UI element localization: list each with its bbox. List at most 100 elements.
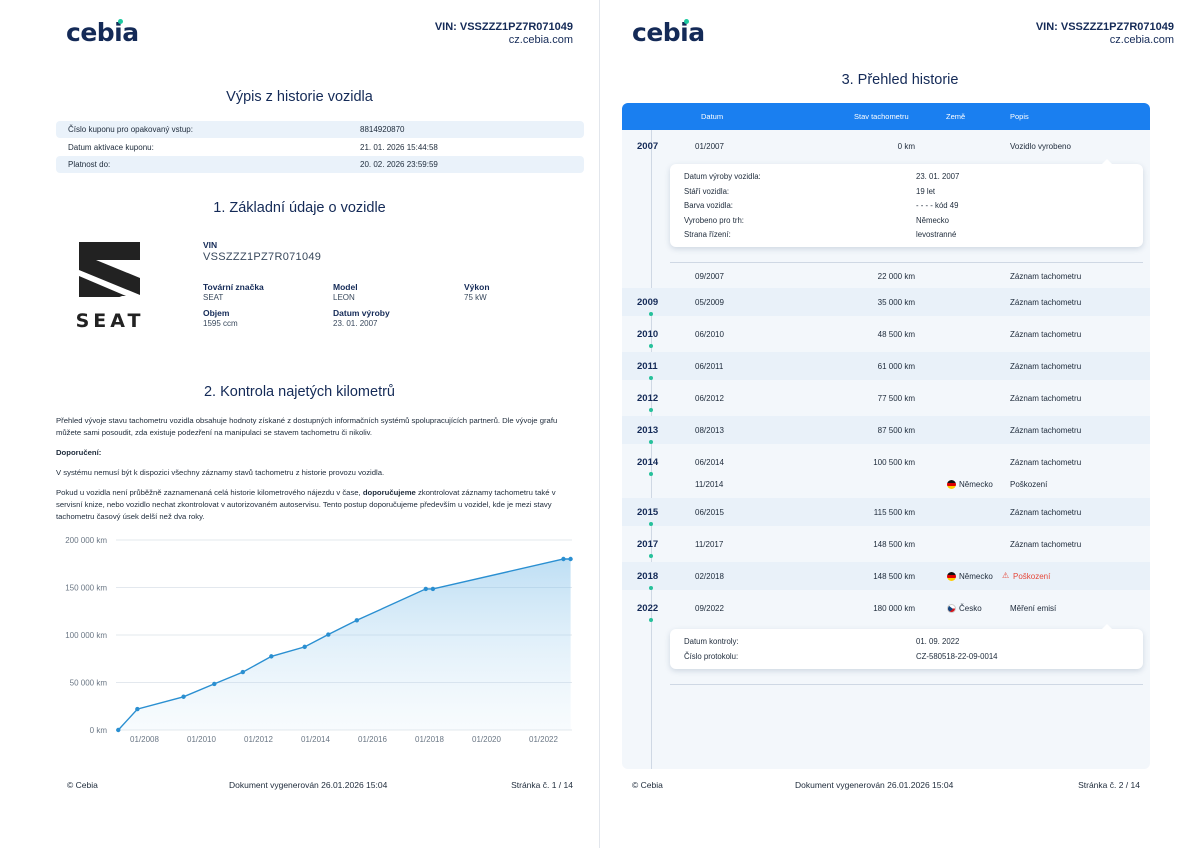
history-date: 06/2012 — [695, 394, 724, 403]
inspection-detail-card: Datum kontroly: 01. 09. 2022 Číslo proto… — [670, 624, 1143, 669]
timeline-node — [649, 344, 653, 348]
footer-generated: Dokument vygenerován 26.01.2026 15:04 — [795, 780, 954, 790]
timeline-node — [649, 554, 653, 558]
chart-data-point — [302, 644, 307, 650]
card-label: Datum výroby vozidla: — [684, 172, 761, 181]
german-flag-icon — [947, 572, 956, 581]
displacement-info: Objem 1595 ccm — [203, 308, 238, 328]
section-odometer-title: 2. Kontrola najetých kilometrů — [203, 384, 395, 400]
chart-area-fill — [118, 559, 571, 730]
model-value: LEON — [333, 293, 355, 302]
history-year: 2007 — [637, 141, 659, 152]
history-country: Německo — [947, 572, 993, 581]
timeline-node — [649, 522, 653, 526]
coupon-row: Platnost do: 20. 02. 2026 23:59:59 — [56, 156, 584, 173]
history-odometer: 0 km — [897, 142, 915, 151]
col-description: Popis — [1010, 112, 1029, 121]
timeline-node — [649, 312, 653, 316]
recommend-text-c: zkontrolovat záznamy tachometru také v s… — [56, 488, 556, 521]
report-page-1: cebia VIN: VSSZZZ1PZ7R071049 cz.cebia.co… — [56, 0, 600, 848]
header-vin: VIN: VSSZZZ1PZ7R071049 — [1035, 21, 1174, 33]
y-tick-label: 50 000 km — [70, 679, 108, 688]
history-country-name: Německo — [959, 572, 993, 581]
recommend-label: Doporučení: — [56, 448, 102, 457]
odometer-intro-text: Přehled vývoje stavu tachometru vozidla … — [56, 416, 558, 437]
czech-flag-icon — [947, 604, 956, 613]
history-year: 2013 — [637, 425, 659, 436]
history-row: 11/2014 Německo Poškození — [622, 470, 1150, 498]
history-year: 2014 — [637, 457, 659, 468]
card-value: - - - - kód 49 — [916, 201, 959, 210]
history-date: 11/2017 — [695, 540, 724, 549]
history-odometer: 22 000 km — [877, 272, 915, 281]
history-row: 2015 06/2015 115 500 km Záznam tachometru — [622, 498, 1150, 526]
timeline-node — [649, 586, 653, 590]
history-date: 06/2010 — [695, 330, 724, 339]
history-odometer: 87 500 km — [877, 426, 915, 435]
x-tick-label: 01/2018 — [415, 735, 444, 744]
recommend-text-a: Pokud u vozidla není průběžně zaznamenan… — [56, 488, 363, 497]
history-description: Záznam tachometru — [1010, 508, 1082, 517]
model-info: Model LEON — [333, 282, 358, 302]
timeline-node — [649, 376, 653, 380]
timeline-node — [649, 472, 653, 476]
header-site-link[interactable]: cz.cebia.com — [508, 34, 573, 46]
logo-dot — [684, 19, 689, 24]
x-tick-label: 01/2016 — [358, 735, 387, 744]
coupon-label: Datum aktivace kuponu: — [68, 142, 154, 152]
timeline-node — [649, 408, 653, 412]
chart-data-point — [116, 727, 121, 733]
timeline-line — [651, 130, 652, 769]
history-year: 2022 — [637, 603, 659, 614]
card-label: Barva vozidla: — [684, 201, 733, 210]
card-label: Číslo protokolu: — [684, 652, 739, 661]
coupon-label: Platnost do: — [68, 160, 111, 169]
history-odometer: 100 500 km — [873, 458, 915, 467]
history-year: 2011 — [637, 361, 658, 372]
recommend-heading: Doporučení: — [56, 447, 584, 459]
history-country-name: Německo — [959, 480, 993, 489]
history-odometer: 35 000 km — [877, 298, 915, 307]
coupon-table: Číslo kuponu pro opakovaný vstup: 881492… — [56, 121, 584, 174]
row-separator — [670, 684, 1143, 685]
row-separator — [670, 262, 1143, 263]
vehicle-detail-card: Datum výroby vozidla: 23. 01. 2007 Stáří… — [670, 159, 1143, 247]
history-date: 06/2014 — [695, 458, 724, 467]
make-label: Tovární značka — [203, 282, 264, 292]
history-description: Měření emisí — [1010, 604, 1057, 613]
history-description: Záznam tachometru — [1010, 426, 1082, 435]
history-odometer: 148 500 km — [873, 540, 915, 549]
power-info: Výkon 75 kW — [464, 282, 490, 302]
model-label: Model — [333, 282, 358, 292]
history-date: 06/2015 — [695, 508, 724, 517]
card-value: Německo — [916, 216, 949, 225]
header-vin: VIN: VSSZZZ1PZ7R071049 — [434, 21, 573, 33]
history-country: Česko — [947, 604, 982, 613]
history-date: 08/2013 — [695, 426, 724, 435]
timeline-node — [649, 440, 653, 444]
report-page-2: cebia VIN: VSSZZZ1PZ7R071049 cz.cebia.co… — [600, 0, 1200, 848]
y-tick-label: 150 000 km — [65, 584, 107, 593]
coupon-value: 20. 02. 2026 23:59:59 — [360, 160, 438, 169]
card-value: 19 let — [916, 187, 936, 196]
col-country: Země — [946, 112, 966, 121]
history-title: 3. Přehled historie — [841, 72, 959, 88]
recommend-note: V systému nemusí být k dispozici všechny… — [56, 468, 385, 477]
production-value: 23. 01. 2007 — [333, 319, 378, 328]
german-flag-icon — [947, 480, 956, 489]
history-odometer: 115 500 km — [873, 508, 915, 517]
chart-data-point — [269, 654, 274, 659]
history-table-header: Datum Stav tachometru Země Popis — [622, 103, 1150, 130]
logo-dot — [118, 19, 123, 24]
displacement-label: Objem — [203, 308, 230, 318]
chart-data-point — [326, 632, 331, 637]
chart-data-point — [430, 586, 436, 592]
cebia-logo: cebia — [66, 18, 139, 47]
power-label: Výkon — [464, 282, 490, 292]
history-row: 09/2007 22 000 km Záznam tachometru — [622, 262, 1150, 290]
header-site-link[interactable]: cz.cebia.com — [1109, 34, 1174, 46]
col-date: Datum — [701, 112, 724, 121]
history-date: 09/2007 — [695, 272, 724, 281]
make-info: Tovární značka SEAT — [203, 282, 264, 302]
history-description: Záznam tachometru — [1010, 298, 1082, 307]
